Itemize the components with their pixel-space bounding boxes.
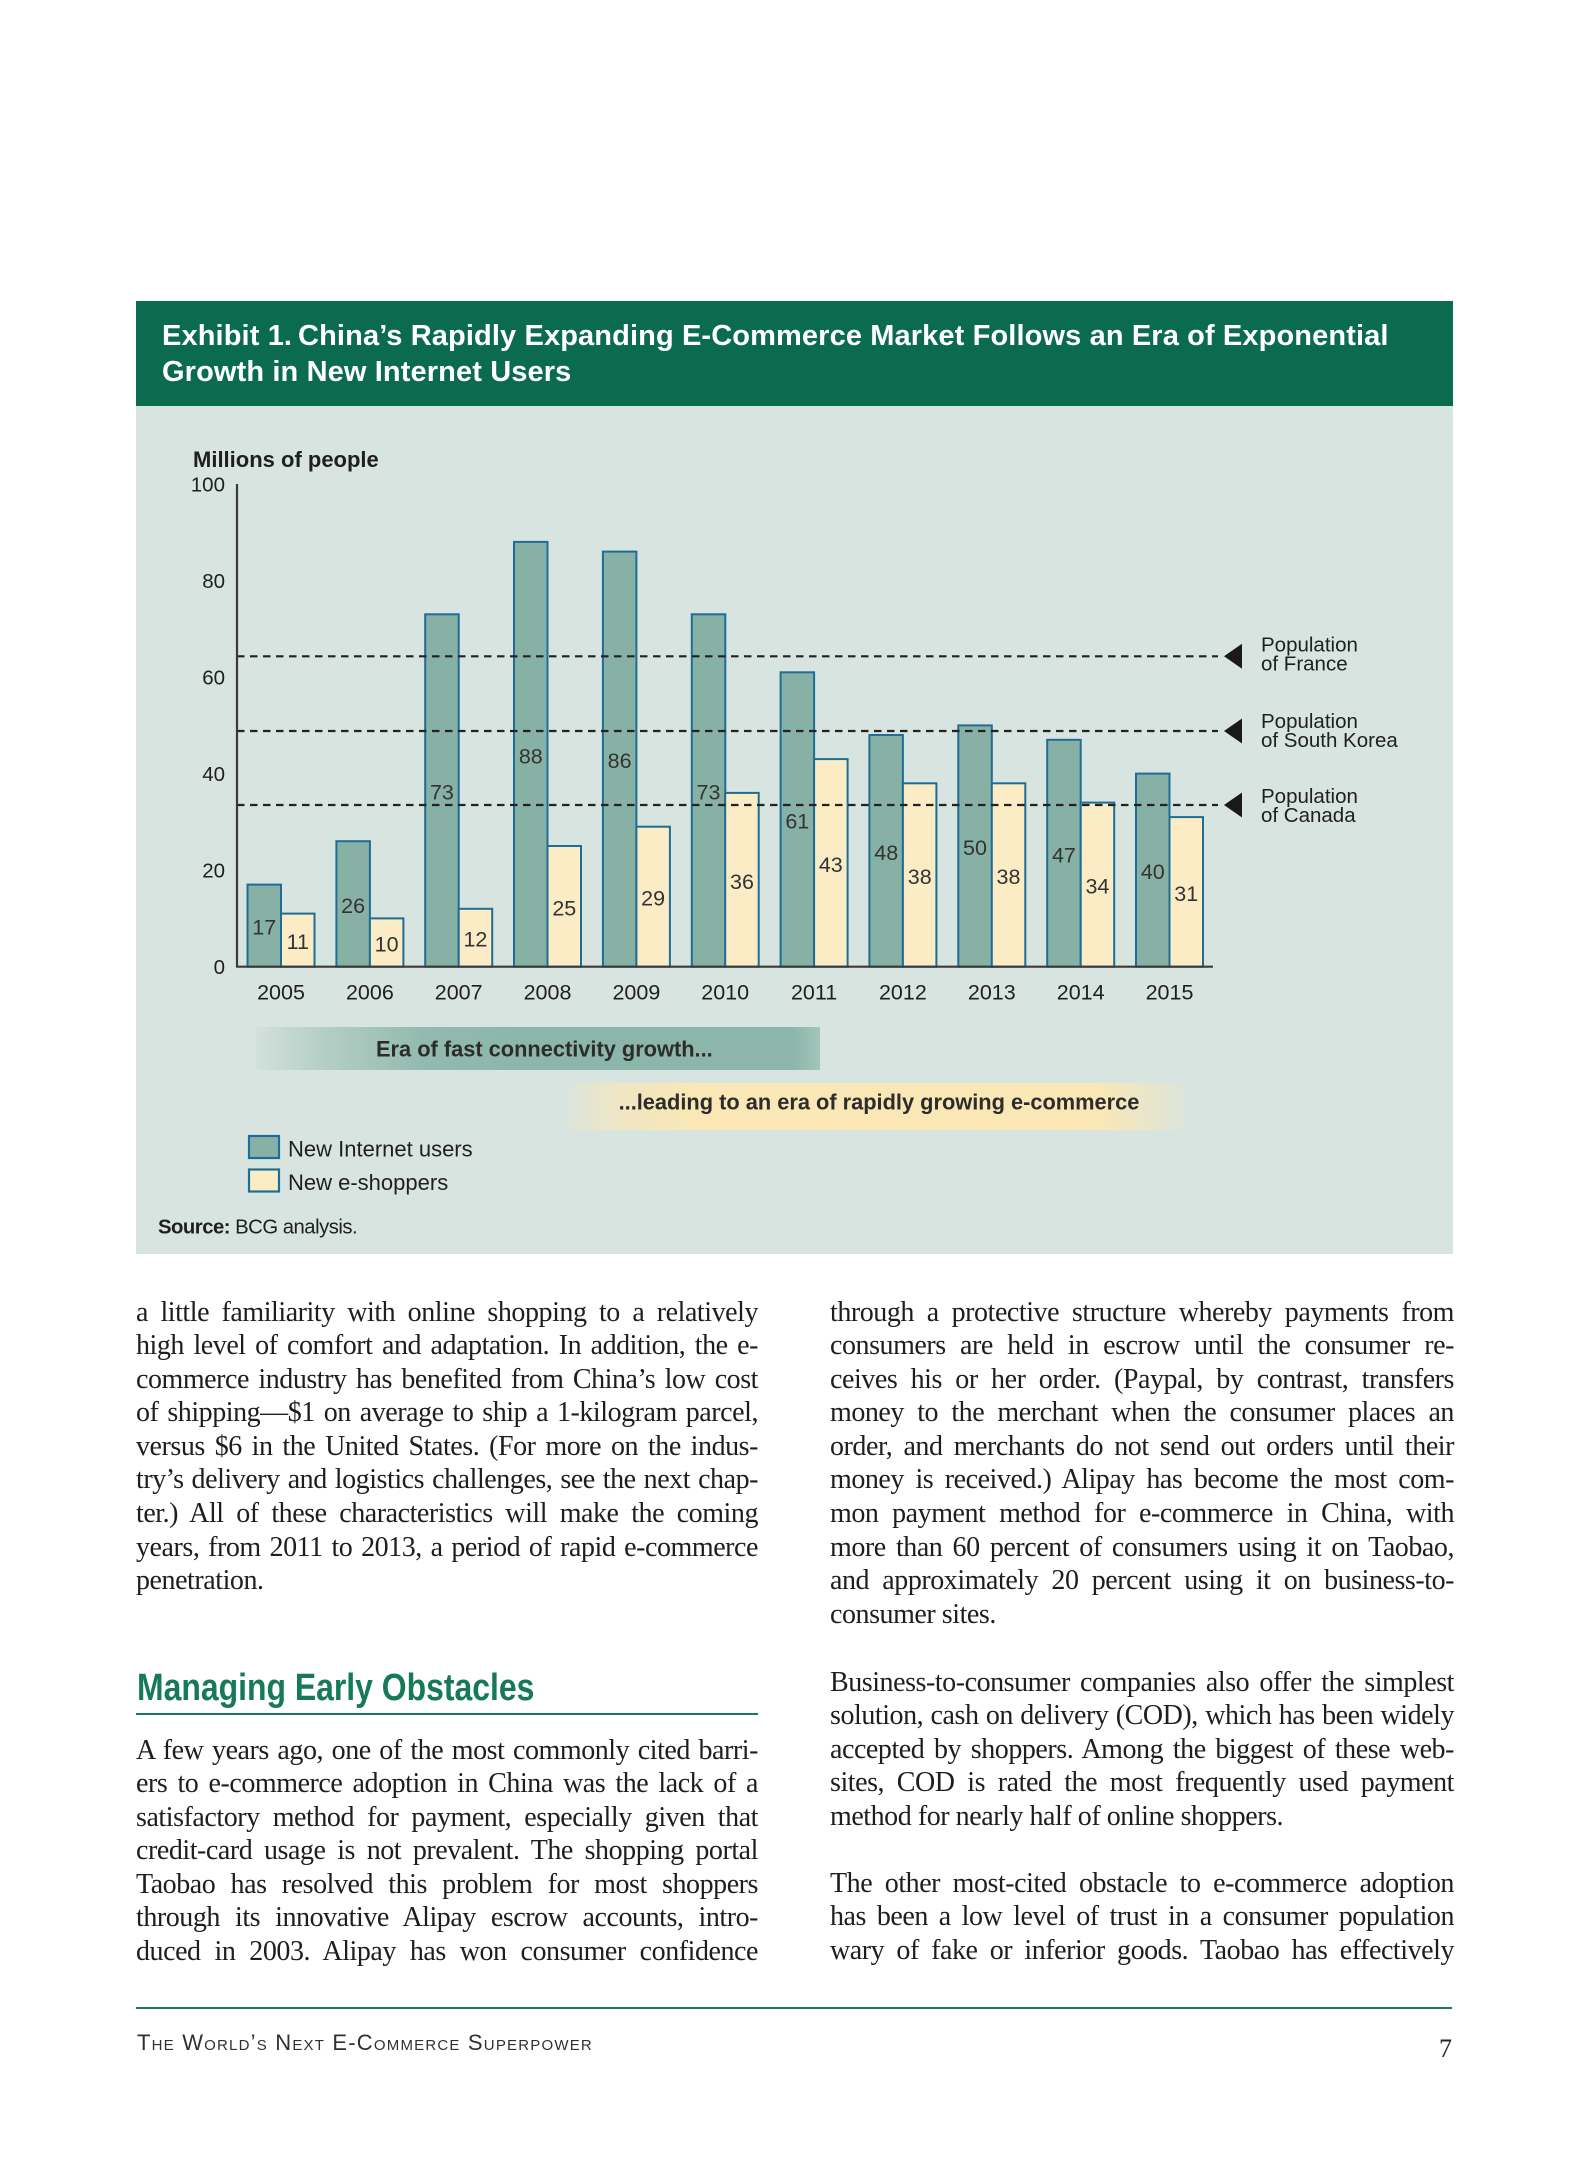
svg-text:73: 73 [430, 781, 454, 805]
svg-text:11: 11 [287, 930, 309, 954]
svg-text:2005: 2005 [257, 980, 305, 1004]
svg-text:20: 20 [202, 860, 225, 883]
svg-text:100: 100 [191, 474, 225, 497]
svg-text:2011: 2011 [791, 980, 837, 1004]
svg-text:61: 61 [785, 810, 809, 834]
svg-text:47: 47 [1052, 843, 1076, 867]
svg-text:2009: 2009 [612, 980, 660, 1004]
svg-text:80: 80 [202, 570, 225, 593]
svg-text:2014: 2014 [1057, 980, 1105, 1004]
svg-text:26: 26 [341, 894, 365, 918]
svg-text:...leading to an era of rapidl: ...leading to an era of rapidly growing … [619, 1090, 1140, 1115]
svg-text:of South Korea: of South Korea [1261, 729, 1398, 752]
svg-text:Population: Population [1261, 634, 1358, 657]
svg-text:50: 50 [963, 836, 987, 860]
svg-text:31: 31 [1174, 882, 1198, 906]
svg-text:2013: 2013 [968, 980, 1016, 1004]
svg-text:34: 34 [1085, 875, 1109, 899]
svg-text:48: 48 [874, 841, 898, 865]
svg-text:25: 25 [552, 896, 576, 920]
svg-text:36: 36 [730, 870, 754, 894]
svg-text:2010: 2010 [701, 980, 749, 1004]
svg-text:86: 86 [608, 749, 632, 773]
svg-text:Era of fast connectivity growt: Era of fast connectivity growth... [376, 1037, 713, 1062]
svg-text:2008: 2008 [524, 980, 572, 1004]
svg-text:88: 88 [519, 744, 543, 768]
svg-text:Source: BCG analysis.: Source: BCG analysis. [158, 1217, 357, 1239]
svg-text:2012: 2012 [879, 980, 927, 1004]
svg-text:New Internet users: New Internet users [288, 1136, 473, 1161]
svg-text:12: 12 [463, 928, 487, 952]
svg-text:40: 40 [202, 763, 225, 786]
svg-text:Millions of people: Millions of people [193, 447, 379, 472]
svg-text:38: 38 [908, 865, 932, 889]
svg-text:60: 60 [202, 667, 225, 690]
svg-text:of Canada: of Canada [1261, 804, 1356, 827]
svg-text:38: 38 [997, 865, 1021, 889]
svg-text:0: 0 [214, 956, 225, 979]
svg-text:of France: of France [1261, 653, 1348, 676]
svg-text:43: 43 [819, 853, 843, 877]
svg-text:29: 29 [641, 887, 665, 911]
svg-text:2015: 2015 [1146, 980, 1194, 1004]
svg-text:2007: 2007 [435, 980, 483, 1004]
svg-text:New e-shoppers: New e-shoppers [288, 1170, 448, 1195]
svg-text:17: 17 [252, 916, 276, 940]
svg-text:Population: Population [1261, 710, 1358, 733]
svg-text:2006: 2006 [346, 980, 394, 1004]
svg-text:Population: Population [1261, 785, 1358, 808]
svg-text:40: 40 [1141, 860, 1165, 884]
svg-text:10: 10 [375, 933, 399, 957]
svg-text:73: 73 [697, 781, 721, 805]
